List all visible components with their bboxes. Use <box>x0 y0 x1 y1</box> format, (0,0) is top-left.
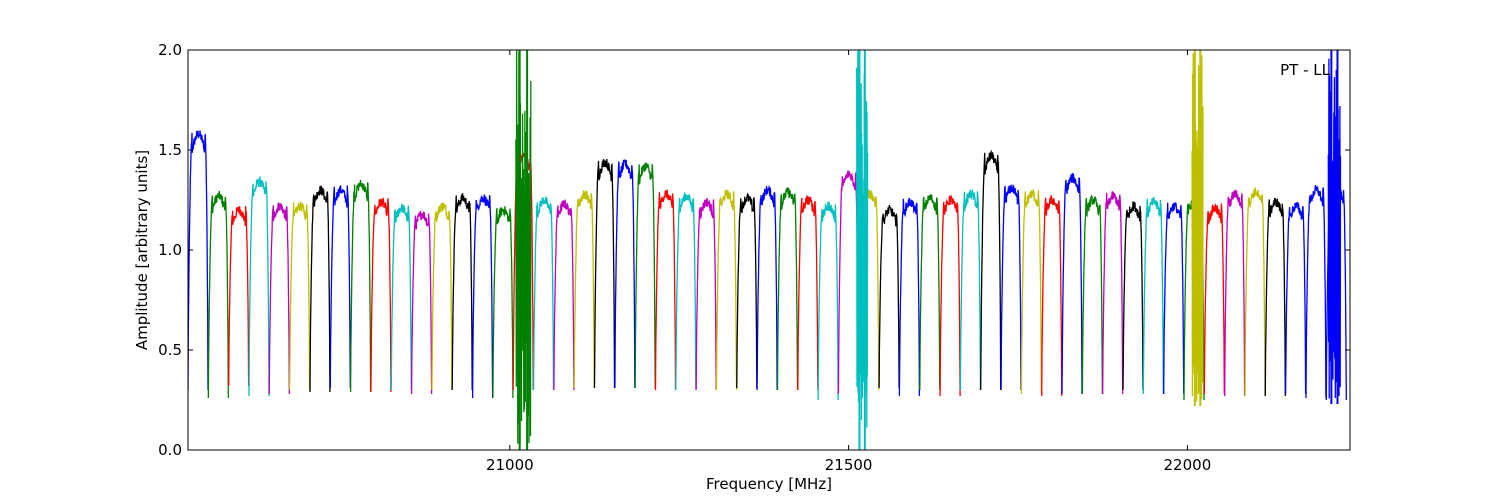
spectrum-band-6 <box>288 201 311 391</box>
spectrum-band-20 <box>573 190 595 389</box>
spectrum-band-12 <box>410 210 433 395</box>
spectrum-band-19 <box>553 199 575 391</box>
x-tick-label: 21500 <box>825 456 873 474</box>
tick-layer: 21000 21500 22000 0.0 0.5 1.0 1.5 2.0 <box>158 41 1350 474</box>
spectrum-band-37 <box>919 194 941 391</box>
spectrum-band-32 <box>817 201 839 401</box>
spectrum-band-45 <box>1081 194 1104 395</box>
spectrum-band-15 <box>471 194 494 399</box>
y-tick-label: 1.5 <box>158 141 182 159</box>
spectrum-band-52 <box>1224 189 1246 397</box>
spectrum-band-51 <box>1203 203 1225 395</box>
spectrum-band-24 <box>654 189 677 391</box>
spectrum-band-36 <box>898 197 921 397</box>
spectrum-band-3 <box>228 206 250 387</box>
y-tick-label: 2.0 <box>158 41 182 59</box>
y-tick-label: 0.0 <box>158 441 182 459</box>
spectrum-band-9 <box>349 179 372 393</box>
spectrum-band-14 <box>451 193 473 391</box>
spectrum-band-7 <box>309 185 331 393</box>
spectrum-band-5 <box>268 202 290 395</box>
y-tick-label: 0.5 <box>158 341 182 359</box>
spectrum-band-13 <box>431 202 453 391</box>
spectrum-band-4 <box>248 176 270 397</box>
rfi-region-1 <box>515 50 532 444</box>
spectrum-band-23 <box>634 162 656 389</box>
spectrum-band-10 <box>370 197 392 393</box>
spectrum-band-48 <box>1142 196 1164 395</box>
spectrum-band-44 <box>1061 172 1083 395</box>
spectrum-band-40 <box>980 149 1002 391</box>
spectrum-band-16 <box>492 206 514 399</box>
spectrum-band-8 <box>329 185 351 389</box>
spectrum-band-42 <box>1020 188 1043 395</box>
spectrum-band-39 <box>959 189 982 391</box>
spectrum-band-28 <box>736 192 758 389</box>
spectrum-band-38 <box>939 194 961 397</box>
spectrum-band-27 <box>715 189 738 391</box>
spectrum-band-26 <box>695 198 717 391</box>
spectrum-band-56 <box>1305 184 1327 399</box>
spectrum-band-47 <box>1122 201 1144 391</box>
spectrum-band-11 <box>390 203 412 391</box>
x-tick-label: 22000 <box>1164 456 1212 474</box>
spectrum-band-54 <box>1264 197 1286 397</box>
spectrum-band-25 <box>675 192 697 391</box>
spectrum-band-55 <box>1284 202 1307 395</box>
spectrum-band-1 <box>188 130 209 391</box>
annotation-label: PT - LL <box>1280 61 1331 79</box>
y-tick-label: 1.0 <box>158 241 182 259</box>
spectrum-band-41 <box>1000 184 1022 391</box>
y-axis-label: Amplitude [arbitrary units] <box>133 150 151 350</box>
plot-area-background <box>188 50 1350 450</box>
rfi-region-4 <box>1327 58 1342 399</box>
spectrum-band-33 <box>837 170 860 395</box>
spectrum-band-49 <box>1163 202 1185 395</box>
spectrum-band-31 <box>797 194 819 391</box>
spectrum-band-46 <box>1102 191 1124 395</box>
spectrum-band-18 <box>532 196 555 391</box>
spectrum-band-30 <box>776 187 799 391</box>
series-layer <box>188 50 1347 450</box>
spectrum-band-35 <box>878 204 900 389</box>
spectrum-band-2 <box>207 191 229 399</box>
spectrum-band-21 <box>593 158 616 389</box>
x-axis-label: Frequency [MHz] <box>706 475 832 493</box>
spectrum-band-22 <box>614 159 636 389</box>
spectrum-band-43 <box>1041 195 1063 397</box>
x-tick-label: 21000 <box>486 456 534 474</box>
spectrum-band-53 <box>1244 187 1266 397</box>
spectrum-band-29 <box>756 185 778 391</box>
